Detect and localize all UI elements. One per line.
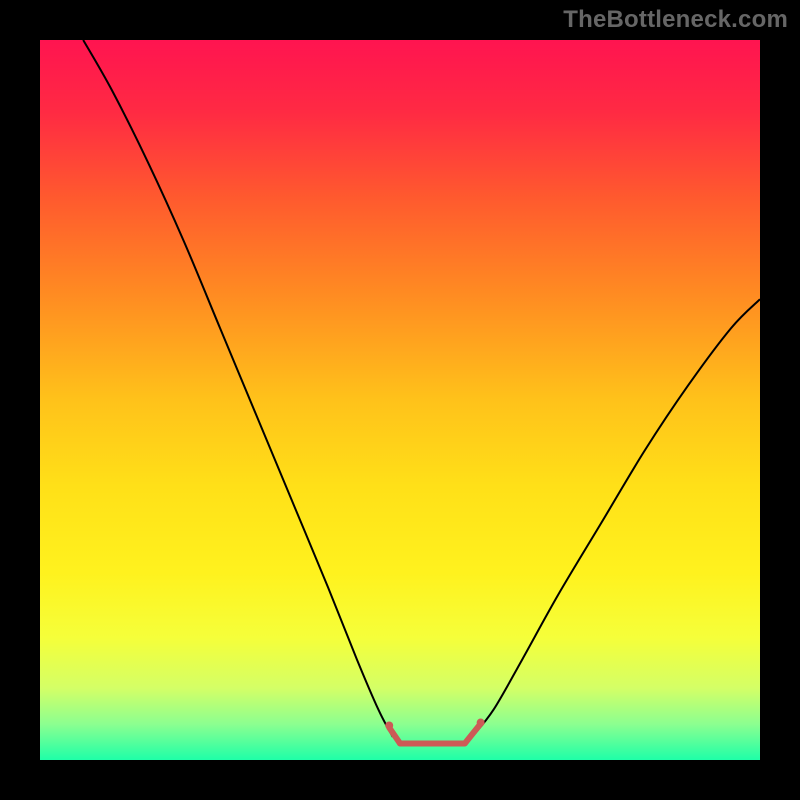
trough-end-dot	[477, 719, 485, 727]
chart-frame: TheBottleneck.com	[0, 0, 800, 800]
gradient-background	[40, 40, 760, 760]
bottleneck-curve-chart	[0, 0, 800, 800]
watermark-text: TheBottleneck.com	[563, 6, 788, 34]
trough-end-dot	[385, 721, 393, 729]
